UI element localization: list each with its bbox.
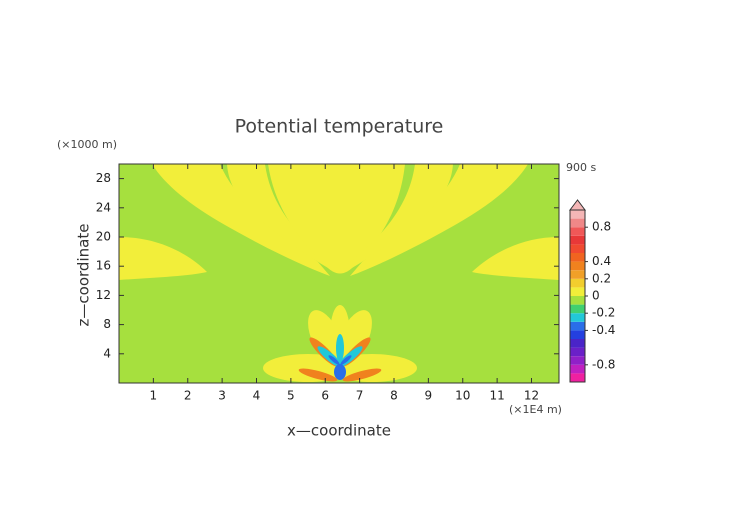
y-axis-label: z—coordinate <box>75 224 93 327</box>
y-tick-label: 12 <box>96 288 111 302</box>
colorbar-tick-label: 0.4 <box>592 254 611 268</box>
contour-region <box>334 364 346 380</box>
colorbar-band <box>570 261 585 271</box>
chart-title: Potential temperature <box>235 116 444 138</box>
x-tick-label: 7 <box>356 389 364 403</box>
colorbar-tick-label: 0 <box>592 289 600 303</box>
colorbar-tick-label: -0.2 <box>592 306 615 320</box>
colorbar-band <box>570 339 585 348</box>
x-axis-label: x—coordinate <box>287 422 391 440</box>
colorbar-tick-label: -0.4 <box>592 323 615 337</box>
x-tick-label: 2 <box>184 389 192 403</box>
colorbar-band <box>570 347 585 357</box>
colorbar-band <box>570 218 585 228</box>
colorbar-band <box>570 210 585 219</box>
colorbar-band <box>570 364 585 374</box>
x-tick-label: 12 <box>524 389 539 403</box>
colorbar-tick-label: 0.8 <box>592 220 611 234</box>
contour-region <box>340 355 352 365</box>
y-tick-label: 4 <box>103 346 111 360</box>
colorbar-tick-label: 0.2 <box>592 271 611 285</box>
x-tick-label: 9 <box>425 389 433 403</box>
colorbar-band <box>570 278 585 288</box>
x-tick-label: 6 <box>321 389 329 403</box>
y-tick-label: 20 <box>96 230 111 244</box>
colorbar-band <box>570 356 585 365</box>
y-tick-label: 24 <box>96 200 111 214</box>
x-unit: (×1E4 m) <box>509 403 562 416</box>
contour-region <box>298 368 338 382</box>
x-tick-label: 5 <box>287 389 295 403</box>
contour-region <box>342 368 382 382</box>
colorbar-tick-label: -0.8 <box>592 357 615 371</box>
y-tick-label: 8 <box>103 317 111 331</box>
time-label: 900 s <box>566 161 596 174</box>
contour-region <box>119 237 207 280</box>
y-tick-label: 16 <box>96 259 111 273</box>
contour-region <box>328 355 340 365</box>
x-tick-label: 11 <box>489 389 504 403</box>
colorbar-band <box>570 321 585 331</box>
x-tick-label: 8 <box>390 389 398 403</box>
colorbar-band <box>570 253 585 262</box>
y-unit: (×1000 m) <box>57 138 117 151</box>
contour-field <box>119 164 559 382</box>
contour-region <box>350 164 528 276</box>
colorbar-band <box>570 304 585 314</box>
colorbar-band <box>570 270 585 279</box>
colorbar-extension <box>569 199 586 211</box>
colorbar-band <box>570 330 585 339</box>
colorbar-band <box>570 227 585 236</box>
contour-region <box>336 334 344 362</box>
x-tick-label: 3 <box>218 389 226 403</box>
colorbar-band <box>570 244 585 253</box>
contour-region <box>152 164 330 276</box>
colorbar-band <box>570 296 585 305</box>
plot-frame <box>118 163 560 384</box>
x-tick-label: 1 <box>150 389 158 403</box>
x-tick-label: 4 <box>253 389 261 403</box>
colorbar-band <box>570 287 585 296</box>
contour-region <box>472 237 559 280</box>
y-tick-label: 28 <box>96 171 111 185</box>
x-tick-label: 10 <box>455 389 470 403</box>
colorbar-band <box>570 313 585 322</box>
colorbar-band <box>570 373 585 382</box>
contour-region <box>345 164 453 272</box>
colorbar-band <box>570 235 585 245</box>
